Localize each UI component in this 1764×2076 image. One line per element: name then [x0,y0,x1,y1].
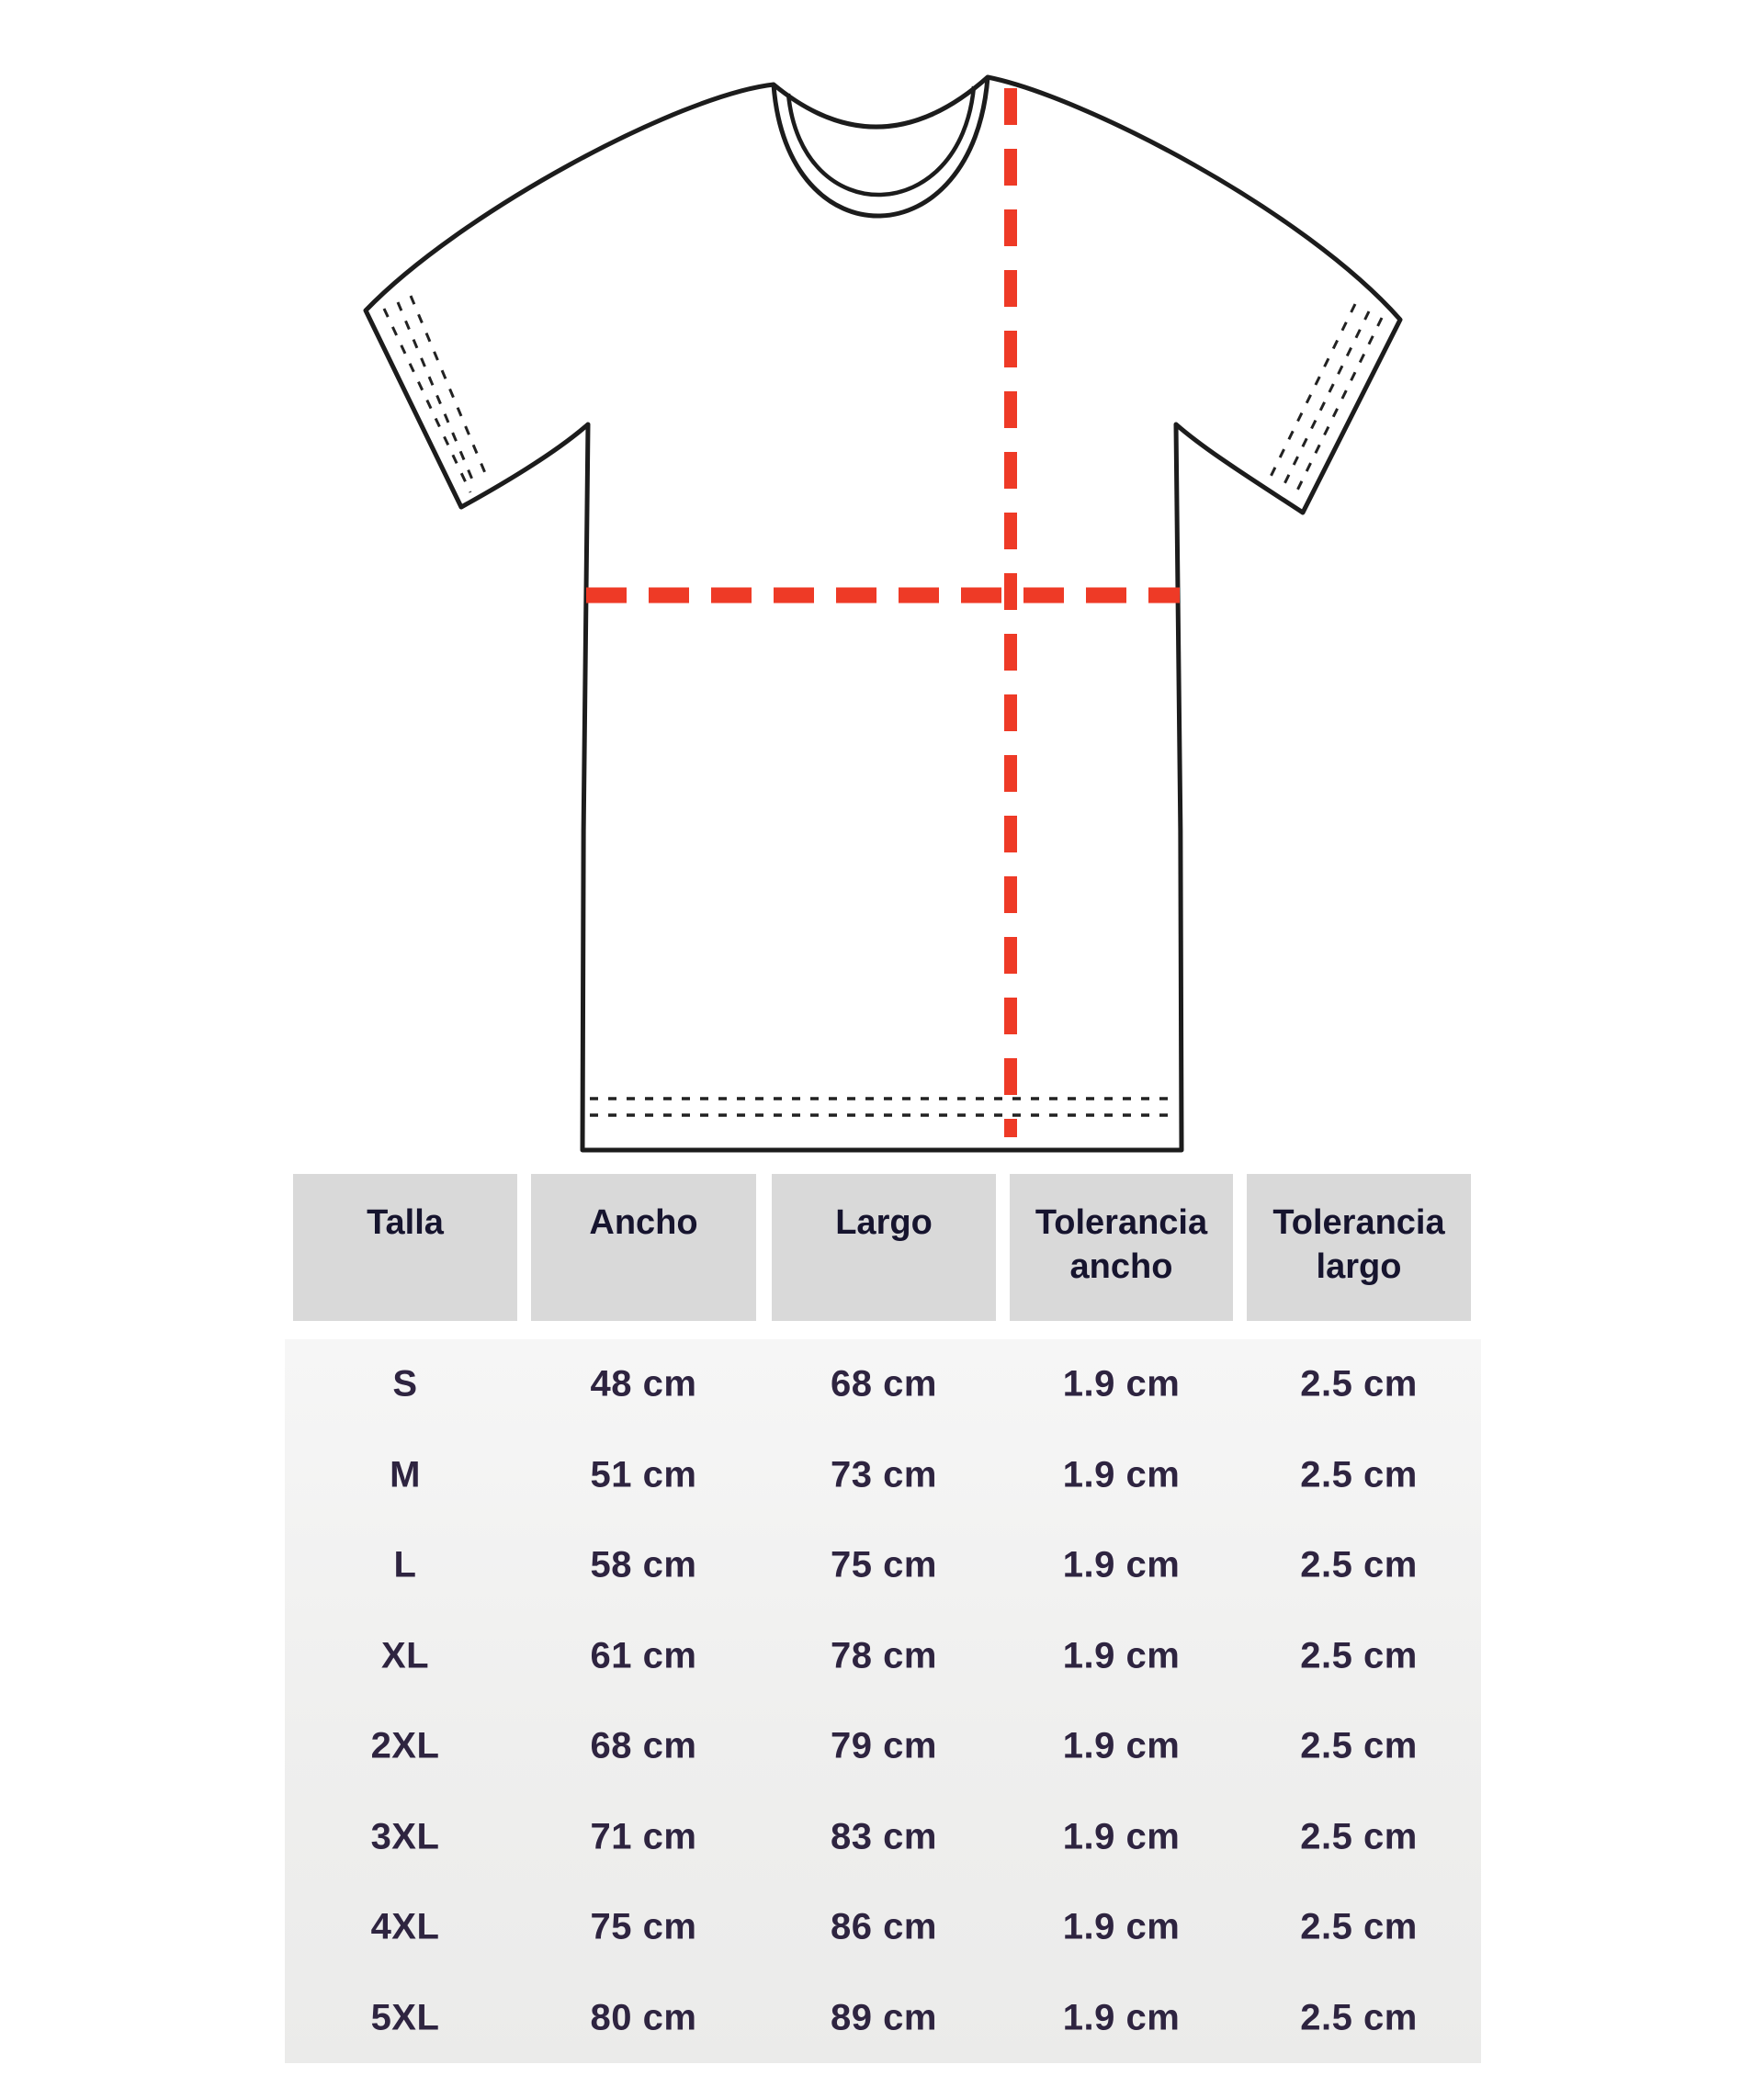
cell-largo: 86 cm [831,1906,937,1947]
table-row: S 48 cm 68 cm 1.9 cm 2.5 cm [285,1339,1481,1430]
cell-talla: S [392,1363,418,1405]
cell-talla: L [393,1544,417,1585]
cell-tol_ancho: 1.9 cm [1062,1635,1181,1676]
collar-outer-curve [771,76,990,219]
column-header-tolerancia-ancho: Tolerancia ancho [1010,1174,1233,1321]
cell-ancho: 48 cm [590,1363,697,1405]
cell-largo: 78 cm [831,1635,937,1676]
cell-talla: 2XL [370,1725,440,1766]
cell-ancho: 61 cm [590,1635,697,1676]
table-row: 3XL 71 cm 83 cm 1.9 cm 2.5 cm [285,1792,1481,1883]
table-row: 2XL 68 cm 79 cm 1.9 cm 2.5 cm [285,1701,1481,1792]
cell-tol_ancho: 1.9 cm [1062,1997,1181,2038]
cell-ancho: 58 cm [590,1544,697,1585]
cell-tol_ancho: 1.9 cm [1062,1363,1181,1405]
tshirt-outline [363,74,1403,1153]
cell-talla: 4XL [370,1906,440,1947]
column-header-ancho: Ancho [531,1174,756,1321]
cell-tol_largo: 2.5 cm [1300,1816,1418,1857]
cell-tol_largo: 2.5 cm [1300,1635,1418,1676]
left-sleeve-stitching [382,295,490,493]
cell-tol_largo: 2.5 cm [1300,1363,1418,1405]
cell-tol_largo: 2.5 cm [1300,1725,1418,1766]
collar-inner-curve [786,85,977,197]
column-header-tolerancia-largo: Tolerancia largo [1247,1174,1471,1321]
cell-tol_largo: 2.5 cm [1300,1454,1418,1495]
right-sleeve-stitching [1265,303,1384,499]
cell-talla: XL [380,1635,430,1676]
column-header-largo: Largo [772,1174,996,1321]
cell-ancho: 71 cm [590,1816,697,1857]
tshirt-diagram [363,74,1403,1153]
cell-largo: 79 cm [831,1725,937,1766]
cell-tol_largo: 2.5 cm [1300,1544,1418,1585]
cell-largo: 75 cm [831,1544,937,1585]
cell-ancho: 75 cm [590,1906,697,1947]
cell-tol_largo: 2.5 cm [1300,1906,1418,1947]
table-row: XL 61 cm 78 cm 1.9 cm 2.5 cm [285,1611,1481,1702]
cell-largo: 68 cm [831,1363,937,1405]
table-row: 4XL 75 cm 86 cm 1.9 cm 2.5 cm [285,1882,1481,1973]
cell-tol_ancho: 1.9 cm [1062,1725,1181,1766]
cell-tol_ancho: 1.9 cm [1062,1544,1181,1585]
cell-talla: 5XL [370,1997,440,2038]
cell-largo: 89 cm [831,1997,937,2038]
cell-tol_ancho: 1.9 cm [1062,1454,1181,1495]
cell-ancho: 68 cm [590,1725,697,1766]
table-row: 5XL 80 cm 89 cm 1.9 cm 2.5 cm [285,1973,1481,2064]
cell-ancho: 80 cm [590,1997,697,2038]
cell-tol_largo: 2.5 cm [1300,1997,1418,2038]
cell-largo: 83 cm [831,1816,937,1857]
cell-largo: 73 cm [831,1454,937,1495]
cell-tol_ancho: 1.9 cm [1062,1906,1181,1947]
cell-ancho: 51 cm [590,1454,697,1495]
column-header-talla: Talla [293,1174,517,1321]
cell-talla: 3XL [370,1816,440,1857]
cell-talla: M [390,1454,421,1495]
table-row: M 51 cm 73 cm 1.9 cm 2.5 cm [285,1430,1481,1521]
table-row: L 58 cm 75 cm 1.9 cm 2.5 cm [285,1520,1481,1611]
hem-stitching [590,1097,1176,1117]
cell-tol_ancho: 1.9 cm [1062,1816,1181,1857]
size-table-body: S 48 cm 68 cm 1.9 cm 2.5 cm M 51 cm 73 cm 1.9 cm… [285,1339,1481,2063]
